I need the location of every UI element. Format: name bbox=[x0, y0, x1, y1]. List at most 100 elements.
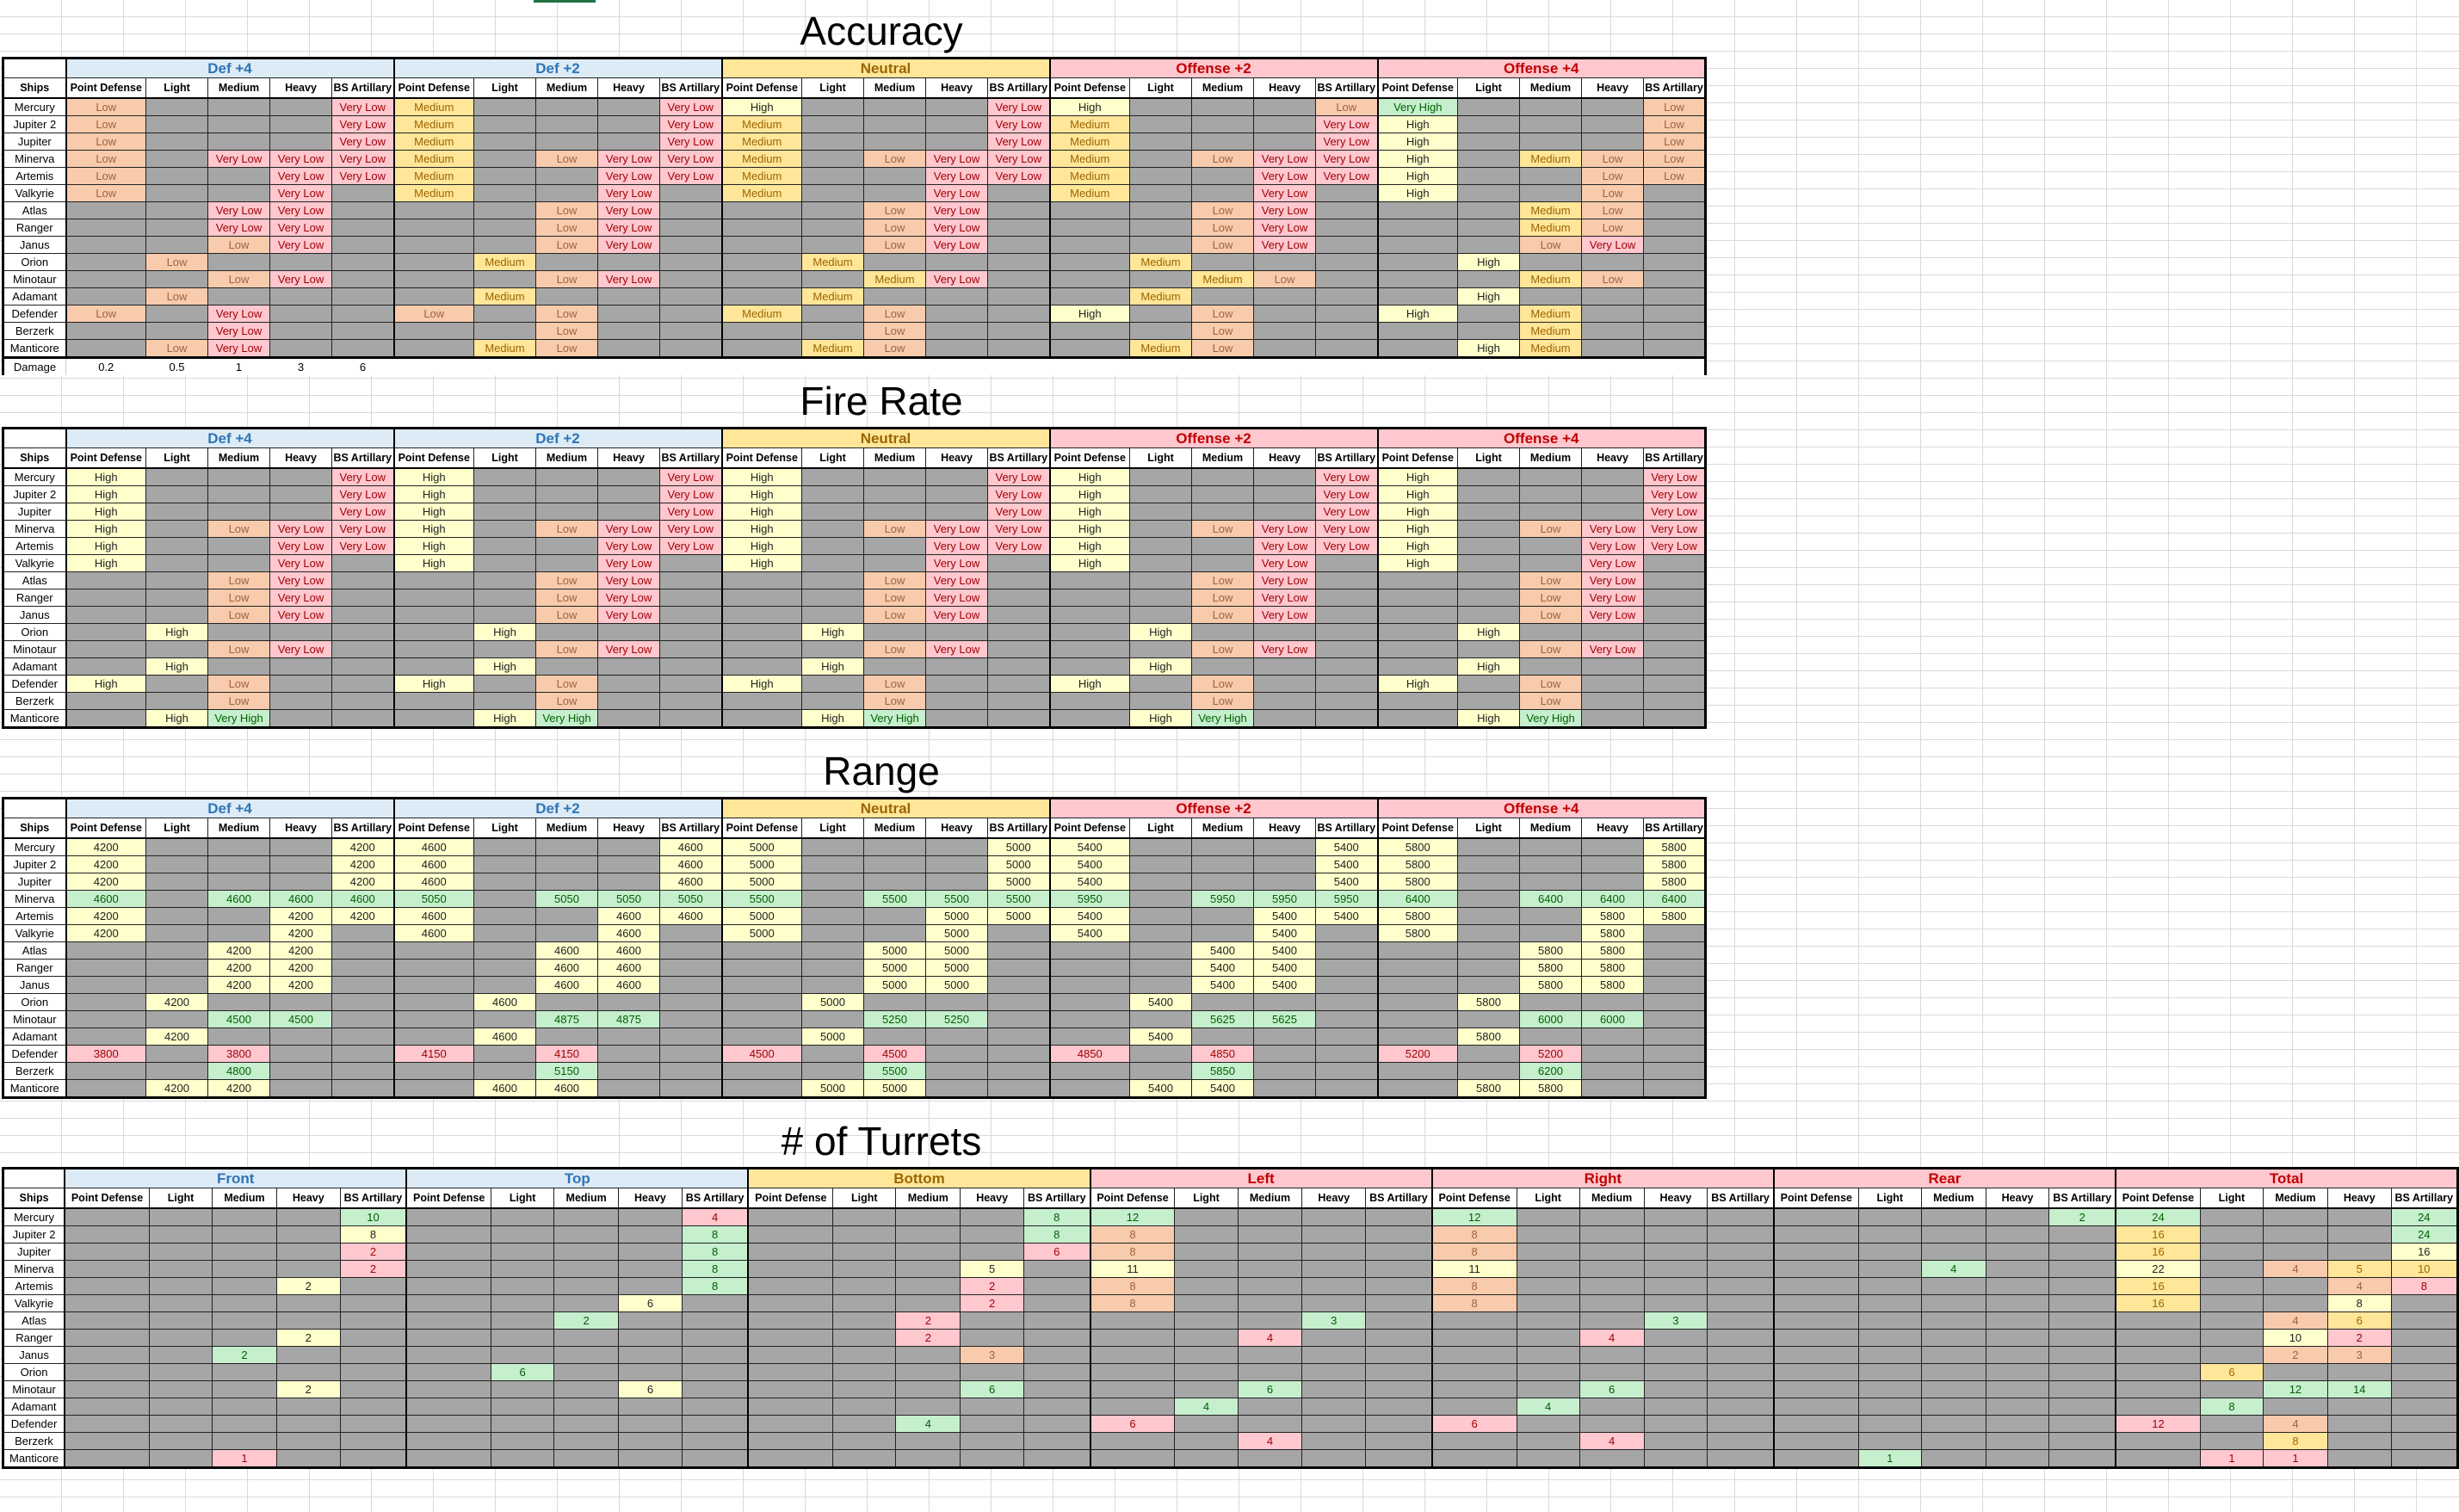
empty-cell[interactable] bbox=[720, 941, 802, 960]
value-cell[interactable]: 8 bbox=[1430, 1277, 1517, 1295]
empty-cell[interactable] bbox=[1376, 339, 1458, 358]
value-cell[interactable]: 8 bbox=[681, 1243, 749, 1261]
value-cell[interactable]: Medium bbox=[801, 287, 864, 305]
value-cell[interactable]: Very Low bbox=[925, 270, 988, 288]
empty-cell[interactable] bbox=[832, 1243, 897, 1261]
value-cell[interactable]: Low bbox=[207, 520, 270, 538]
value-cell[interactable]: Very Low bbox=[331, 467, 394, 486]
empty-cell[interactable] bbox=[1376, 1028, 1458, 1046]
empty-cell[interactable] bbox=[1237, 1243, 1303, 1261]
empty-cell[interactable] bbox=[535, 657, 598, 676]
empty-cell[interactable] bbox=[1191, 1028, 1254, 1046]
value-cell[interactable]: Very Low bbox=[659, 133, 722, 151]
empty-cell[interactable] bbox=[2390, 1346, 2459, 1364]
empty-cell[interactable] bbox=[1581, 322, 1644, 340]
empty-cell[interactable] bbox=[618, 1225, 683, 1244]
ship-name-cell[interactable]: Minotaur bbox=[3, 270, 66, 288]
empty-cell[interactable] bbox=[863, 503, 926, 521]
empty-cell[interactable] bbox=[1129, 606, 1192, 624]
empty-cell[interactable] bbox=[801, 115, 864, 133]
value-cell[interactable]: Very Low bbox=[987, 150, 1050, 168]
value-cell[interactable]: Medium bbox=[392, 97, 474, 116]
value-cell[interactable]: 16 bbox=[2115, 1225, 2201, 1244]
value-cell[interactable]: Medium bbox=[392, 184, 474, 202]
empty-cell[interactable] bbox=[405, 1329, 492, 1347]
empty-cell[interactable] bbox=[618, 1432, 683, 1450]
value-cell[interactable]: Very Low bbox=[1643, 503, 1706, 521]
empty-cell[interactable] bbox=[269, 993, 332, 1011]
empty-cell[interactable] bbox=[1048, 339, 1130, 358]
empty-cell[interactable] bbox=[681, 1432, 749, 1450]
empty-cell[interactable] bbox=[553, 1449, 620, 1468]
empty-cell[interactable] bbox=[1707, 1311, 1775, 1330]
empty-cell[interactable] bbox=[720, 976, 802, 994]
value-cell[interactable]: 4600 bbox=[392, 873, 474, 891]
damage-value[interactable]: 0.2 bbox=[65, 356, 146, 375]
empty-cell[interactable] bbox=[535, 485, 598, 503]
empty-cell[interactable] bbox=[801, 322, 864, 340]
value-cell[interactable]: 6 bbox=[618, 1380, 683, 1398]
value-cell[interactable]: 4 bbox=[1237, 1432, 1303, 1450]
value-cell[interactable]: Very Low bbox=[925, 606, 988, 624]
empty-cell[interactable] bbox=[145, 837, 208, 856]
empty-cell[interactable] bbox=[1457, 184, 1520, 202]
value-cell[interactable]: 5400 bbox=[1048, 873, 1130, 891]
empty-cell[interactable] bbox=[269, 485, 332, 503]
empty-cell[interactable] bbox=[1457, 219, 1520, 237]
empty-cell[interactable] bbox=[65, 571, 146, 589]
empty-cell[interactable] bbox=[1365, 1329, 1433, 1347]
empty-cell[interactable] bbox=[491, 1329, 555, 1347]
value-cell[interactable]: Very Low bbox=[269, 236, 332, 254]
empty-cell[interactable] bbox=[145, 640, 208, 658]
value-cell[interactable]: 5800 bbox=[1519, 959, 1582, 977]
value-cell[interactable]: 5800 bbox=[1457, 1079, 1520, 1098]
empty-cell[interactable] bbox=[720, 959, 802, 977]
empty-cell[interactable] bbox=[747, 1243, 834, 1261]
value-cell[interactable]: 16 bbox=[2115, 1277, 2201, 1295]
value-cell[interactable]: Very Low bbox=[659, 537, 722, 555]
empty-cell[interactable] bbox=[331, 709, 394, 728]
empty-cell[interactable] bbox=[597, 287, 660, 305]
empty-cell[interactable] bbox=[1643, 1380, 1708, 1398]
empty-cell[interactable] bbox=[64, 1398, 150, 1416]
empty-cell[interactable] bbox=[1857, 1225, 1922, 1244]
value-cell[interactable]: Low bbox=[535, 219, 598, 237]
empty-cell[interactable] bbox=[1516, 1311, 1580, 1330]
empty-cell[interactable] bbox=[1191, 467, 1254, 486]
empty-cell[interactable] bbox=[1191, 485, 1254, 503]
empty-cell[interactable] bbox=[1191, 657, 1254, 676]
value-cell[interactable]: High bbox=[1457, 657, 1520, 676]
value-cell[interactable]: 4 bbox=[2263, 1260, 2328, 1278]
value-cell[interactable]: Very Low bbox=[269, 184, 332, 202]
empty-cell[interactable] bbox=[1772, 1398, 1859, 1416]
empty-cell[interactable] bbox=[1191, 855, 1254, 873]
value-cell[interactable]: Very Low bbox=[207, 201, 270, 219]
empty-cell[interactable] bbox=[1707, 1225, 1775, 1244]
empty-cell[interactable] bbox=[720, 709, 802, 728]
empty-cell[interactable] bbox=[1581, 993, 1644, 1011]
empty-cell[interactable] bbox=[491, 1415, 555, 1433]
value-cell[interactable]: Very Low bbox=[1581, 571, 1644, 589]
value-cell[interactable]: Very Low bbox=[987, 485, 1050, 503]
value-cell[interactable]: Very Low bbox=[597, 167, 660, 185]
empty-cell[interactable] bbox=[1301, 1380, 1367, 1398]
empty-cell[interactable] bbox=[1516, 1363, 1580, 1381]
empty-cell[interactable] bbox=[145, 305, 208, 323]
value-cell[interactable]: High bbox=[65, 485, 146, 503]
value-cell[interactable]: 8 bbox=[339, 1225, 407, 1244]
empty-cell[interactable] bbox=[1048, 692, 1130, 710]
empty-cell[interactable] bbox=[960, 1415, 1024, 1433]
value-cell[interactable]: Medium bbox=[1519, 322, 1582, 340]
empty-cell[interactable] bbox=[275, 1398, 341, 1416]
empty-cell[interactable] bbox=[1253, 709, 1316, 728]
empty-cell[interactable] bbox=[1023, 1260, 1091, 1278]
empty-cell[interactable] bbox=[659, 236, 722, 254]
empty-cell[interactable] bbox=[145, 675, 208, 693]
value-cell[interactable]: Very Low bbox=[269, 201, 332, 219]
empty-cell[interactable] bbox=[212, 1294, 277, 1312]
empty-cell[interactable] bbox=[863, 554, 926, 572]
empty-cell[interactable] bbox=[1457, 236, 1520, 254]
ship-name-cell[interactable]: Valkyrie bbox=[3, 554, 66, 572]
empty-cell[interactable] bbox=[1129, 322, 1192, 340]
value-cell[interactable]: 11 bbox=[1430, 1260, 1517, 1278]
